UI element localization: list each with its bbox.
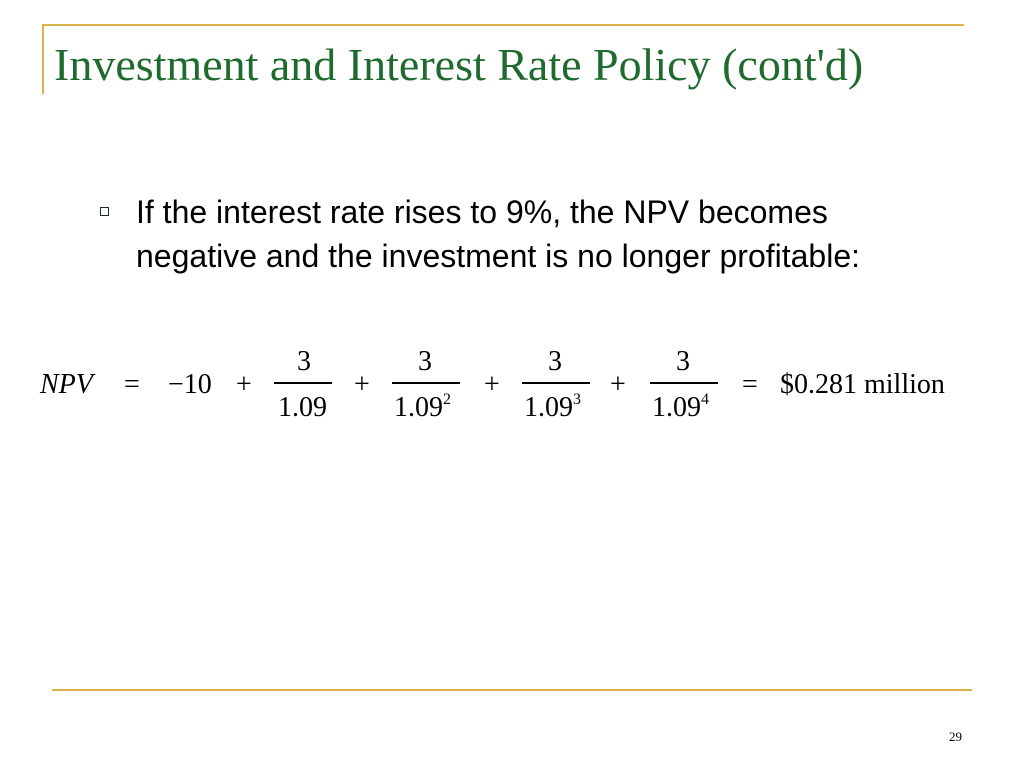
term-3-numerator: 3 (548, 346, 562, 377)
term-1-denominator: 1.09 (278, 392, 327, 423)
left-frame-rule (42, 24, 44, 94)
plus-sign: + (610, 369, 626, 400)
term-4-fraction-bar (650, 382, 718, 384)
term-4-denominator: 1.094 (652, 391, 709, 423)
term-1-fraction-bar (274, 382, 332, 384)
plus-sign: + (354, 369, 370, 400)
footer-rule (52, 689, 972, 691)
slide-title: Investment and Interest Rate Policy (con… (54, 39, 864, 90)
term-4-exponent: 4 (701, 391, 709, 408)
term-2-fraction-bar (392, 382, 460, 384)
square-bullet-icon (100, 207, 109, 216)
term-2-exponent: 2 (443, 391, 451, 408)
page-number: 29 (949, 729, 962, 744)
term-4-numerator: 3 (676, 346, 690, 377)
npv-label: NPV (40, 369, 93, 400)
bullet-text: If the interest rate rises to 9%, the NP… (136, 194, 861, 274)
npv-equation: NPV = −10 + 3 1.09 + 3 1.092 + 3 1.093 +… (38, 340, 978, 430)
plus-sign: + (484, 369, 500, 400)
npv-result: $0.281 million (780, 369, 945, 400)
plus-sign: + (236, 369, 252, 400)
minus-ten: −10 (168, 369, 212, 400)
top-frame-rule (42, 24, 964, 26)
equals-sign: = (124, 369, 140, 400)
term-3-fraction-bar (522, 382, 590, 384)
equals-sign: = (742, 369, 758, 400)
term-1-numerator: 3 (297, 346, 311, 377)
term-3-denominator: 1.093 (524, 391, 581, 423)
term-2-numerator: 3 (418, 346, 432, 377)
term-2-denominator: 1.092 (394, 391, 451, 423)
term-3-exponent: 3 (573, 391, 581, 408)
bullet-item: If the interest rate rises to 9%, the NP… (100, 190, 960, 278)
